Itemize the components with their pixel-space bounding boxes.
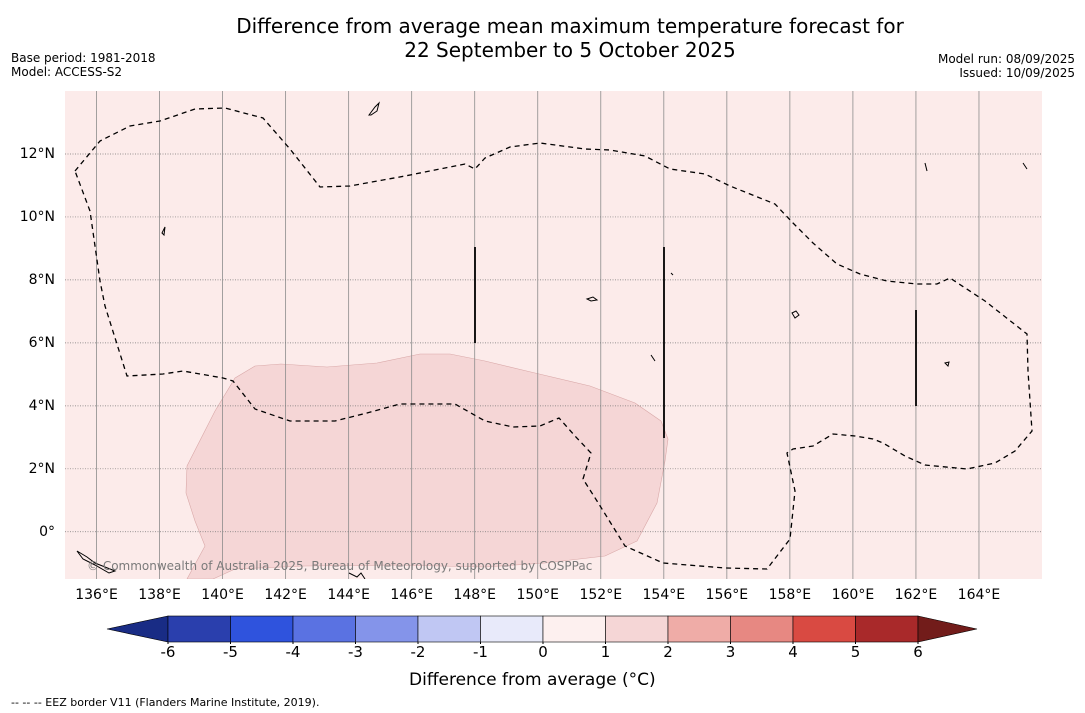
copyright-notice: © Commonwealth of Australia 2025, Bureau… xyxy=(87,559,592,573)
colorbar-tick-label: -4 xyxy=(285,643,301,661)
colorbar-tick-label: -3 xyxy=(348,643,363,661)
colorbar-tick-label: 1 xyxy=(600,643,611,661)
lon-tick-label: 154°E xyxy=(642,587,686,603)
colorbar-segment xyxy=(355,615,419,643)
colorbar-segment xyxy=(605,615,669,643)
colorbar-tick-label: -2 xyxy=(410,643,426,661)
meta-left: Base period: 1981-2018 Model: ACCESS-S2 xyxy=(11,51,156,79)
model-name: Model: ACCESS-S2 xyxy=(11,65,123,79)
colorbar-segment xyxy=(855,615,919,643)
colorbar-segment xyxy=(292,615,356,643)
colorbar-tick-label: -6 xyxy=(160,643,176,661)
lon-tick-label: 150°E xyxy=(516,587,560,603)
base-period: Base period: 1981-2018 xyxy=(11,51,156,65)
lat-tick-label: 10°N xyxy=(19,208,55,225)
eez-meridian-lines xyxy=(474,247,917,438)
eez-legend-note: -- -- -- EEZ border V11 (Flanders Marine… xyxy=(11,696,320,709)
lon-tick-label: 156°E xyxy=(705,587,749,603)
colorbar-segment xyxy=(542,615,606,643)
lon-tick-label: 162°E xyxy=(894,587,938,603)
lat-tick-label: 2°N xyxy=(28,460,55,477)
colorbar-over-arrow xyxy=(917,615,978,643)
colorbar-segment xyxy=(730,615,794,643)
colorbar-tick-label: 4 xyxy=(788,643,798,661)
colorbar-tick-label: 0 xyxy=(538,643,548,661)
lat-tick-label: 0° xyxy=(39,523,55,540)
island-outlines xyxy=(76,101,1028,579)
map-title: Difference from average mean maximum tem… xyxy=(0,14,1085,62)
colorbar-label: Difference from average (°C) xyxy=(409,670,656,690)
lat-tick-label: 4°N xyxy=(28,397,55,414)
map-panel: © Commonwealth of Australia 2025, Bureau… xyxy=(65,91,1042,579)
colorbar-tick-label: -5 xyxy=(223,643,238,661)
lon-tick-label: 146°E xyxy=(390,587,433,603)
colorbar xyxy=(106,615,978,644)
colorbar-segment xyxy=(667,615,731,643)
lon-tick-label: 142°E xyxy=(264,587,307,603)
graticule xyxy=(65,91,1042,579)
colorbar-tick-label: 2 xyxy=(663,643,673,661)
model-run: Model run: 08/09/2025 xyxy=(937,52,1075,66)
lon-tick-label: 144°E xyxy=(327,587,370,603)
colorbar-under-arrow xyxy=(106,615,169,643)
colorbar-segment xyxy=(417,615,481,643)
lon-tick-label: 152°E xyxy=(579,587,623,603)
meta-right: Model run: 08/09/2025 Issued: 10/09/2025 xyxy=(938,52,1075,80)
colorbar-tick-label: 6 xyxy=(913,643,923,661)
lon-tick-label: 148°E xyxy=(453,587,496,603)
map-title-line1: Difference from average mean maximum tem… xyxy=(236,14,904,38)
lon-tick-label: 136°E xyxy=(75,587,118,603)
colorbar-tick-label: 3 xyxy=(725,643,736,661)
colorbar-segment xyxy=(167,615,231,643)
issued-date: Issued: 10/09/2025 xyxy=(959,66,1075,80)
lon-tick-label: 140°E xyxy=(201,587,244,603)
lat-tick-label: 12°N xyxy=(19,145,55,162)
lon-tick-label: 138°E xyxy=(138,587,181,603)
lat-tick-label: 8°N xyxy=(28,271,55,288)
eez-border xyxy=(74,107,1033,570)
colorbar-segment xyxy=(792,615,856,643)
lon-tick-label: 164°E xyxy=(957,587,1001,603)
map-title-line2: 22 September to 5 October 2025 xyxy=(404,38,736,62)
colorbar-tick-label: -1 xyxy=(473,643,488,661)
anomaly-area-1-to-2 xyxy=(185,353,669,579)
colorbar-tick-label: 5 xyxy=(850,643,861,661)
colorbar-segment xyxy=(480,615,544,643)
lon-tick-label: 160°E xyxy=(831,587,875,603)
lat-tick-label: 6°N xyxy=(28,334,55,351)
lon-tick-label: 158°E xyxy=(768,587,812,603)
colorbar-segment xyxy=(230,615,294,643)
